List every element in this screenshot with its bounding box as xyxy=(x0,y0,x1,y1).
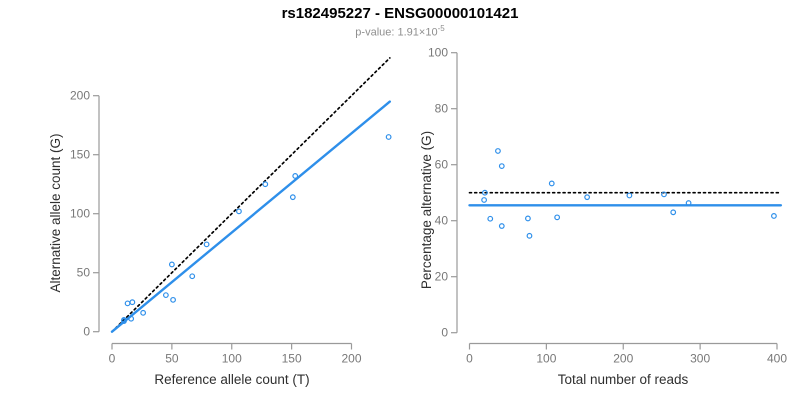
data-point xyxy=(121,317,127,323)
data-point xyxy=(140,309,147,316)
regression-line xyxy=(110,100,392,333)
data-point xyxy=(495,148,501,154)
data-point xyxy=(289,194,296,201)
data-point xyxy=(481,197,488,203)
data-point xyxy=(487,215,494,222)
y-tick-label: 60 xyxy=(435,158,449,172)
x-tick-label: 150 xyxy=(282,352,302,366)
x-tick-label: 0 xyxy=(466,352,473,366)
p-value-subtitle: p-value: 1.91×10-5 xyxy=(0,24,800,39)
data-point xyxy=(771,213,777,219)
data-point xyxy=(129,299,136,306)
figure-title: rs182495227 - ENSG00000101421 xyxy=(281,5,519,22)
data-point xyxy=(498,163,505,170)
data-point xyxy=(554,214,561,221)
x-tick-label: 0 xyxy=(109,352,116,366)
data-point xyxy=(124,300,131,307)
data-point xyxy=(670,209,677,216)
data-point xyxy=(162,292,169,299)
left-xaxis-title: Reference allele count (T) xyxy=(154,372,310,387)
data-point xyxy=(548,180,555,187)
data-point xyxy=(168,261,175,268)
data-point xyxy=(526,232,533,239)
y-tick-label: 0 xyxy=(441,326,448,340)
y-tick-label: 100 xyxy=(70,207,90,221)
data-point xyxy=(498,223,505,229)
y-tick-label: 80 xyxy=(435,102,449,116)
y-tick-label: 200 xyxy=(70,89,90,103)
right-yaxis-title: Percentage alternative (G) xyxy=(419,130,434,290)
data-point xyxy=(189,273,196,280)
data-point xyxy=(262,181,269,188)
data-point xyxy=(292,173,299,179)
identity-line xyxy=(111,57,391,333)
x-tick-label: 100 xyxy=(222,352,242,366)
y-tick-label: 0 xyxy=(83,325,90,339)
data-point xyxy=(481,189,488,196)
x-tick-label: 300 xyxy=(690,352,710,366)
data-point xyxy=(525,215,531,222)
x-tick-label: 50 xyxy=(165,352,179,366)
y-tick-label: 150 xyxy=(70,148,90,162)
x-tick-label: 100 xyxy=(536,352,556,366)
data-point xyxy=(584,194,591,201)
data-point xyxy=(626,192,633,199)
x-tick-label: 200 xyxy=(613,352,633,366)
y-tick-label: 40 xyxy=(435,214,449,228)
p-value-exponent: -5 xyxy=(437,24,445,33)
left-yaxis-title: Alternative allele count (G) xyxy=(48,133,63,293)
data-point xyxy=(661,191,667,198)
y-tick-label: 100 xyxy=(428,46,448,60)
x-tick-label: 200 xyxy=(341,352,361,366)
data-point xyxy=(170,296,176,303)
right-xaxis-title: Total number of reads xyxy=(557,372,689,387)
p-value-text: p-value: 1.91×10 xyxy=(355,26,438,39)
data-point xyxy=(385,134,392,140)
x-tick-label: 400 xyxy=(767,352,787,366)
y-tick-label: 50 xyxy=(77,266,91,280)
data-point xyxy=(203,241,210,248)
data-point xyxy=(128,315,135,322)
data-point xyxy=(236,208,242,215)
y-tick-label: 20 xyxy=(435,270,449,284)
data-point xyxy=(685,200,692,206)
